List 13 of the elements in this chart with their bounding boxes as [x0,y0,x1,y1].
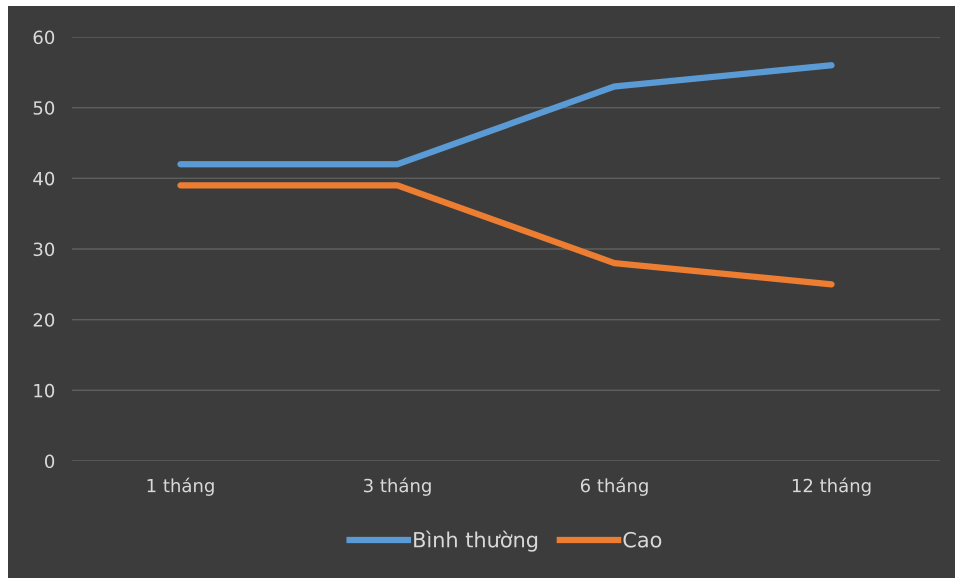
y-tick-label: 0 [45,454,54,468]
x-tick-label: 6 tháng [580,478,648,496]
y-tick-label: 30 [34,242,54,256]
x-tick-label: 3 tháng [364,478,431,496]
x-tick-label: 12 tháng [792,478,870,496]
legend-label: Cao [623,532,662,548]
y-tick-label: 50 [34,101,54,115]
y-tick-label: 10 [34,384,54,398]
x-tick-label: 1 tháng [148,478,214,496]
y-tick-label: 20 [34,313,54,327]
y-tick-label: 40 [33,172,54,186]
legend-label: Bình thường [414,530,538,552]
y-tick-label: 60 [34,30,54,44]
